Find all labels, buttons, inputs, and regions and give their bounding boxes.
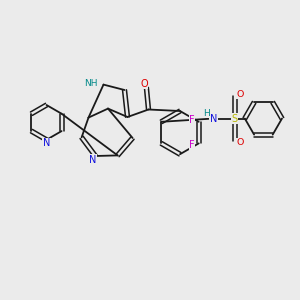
Text: NH: NH <box>85 79 98 88</box>
Text: F: F <box>189 140 195 150</box>
Text: H: H <box>203 109 209 118</box>
Text: N: N <box>89 154 97 165</box>
Text: O: O <box>140 79 148 89</box>
Text: O: O <box>237 90 244 99</box>
Text: O: O <box>237 138 244 147</box>
Text: F: F <box>189 115 195 125</box>
Text: S: S <box>232 113 238 124</box>
Text: N: N <box>210 113 217 124</box>
Text: N: N <box>43 138 50 148</box>
